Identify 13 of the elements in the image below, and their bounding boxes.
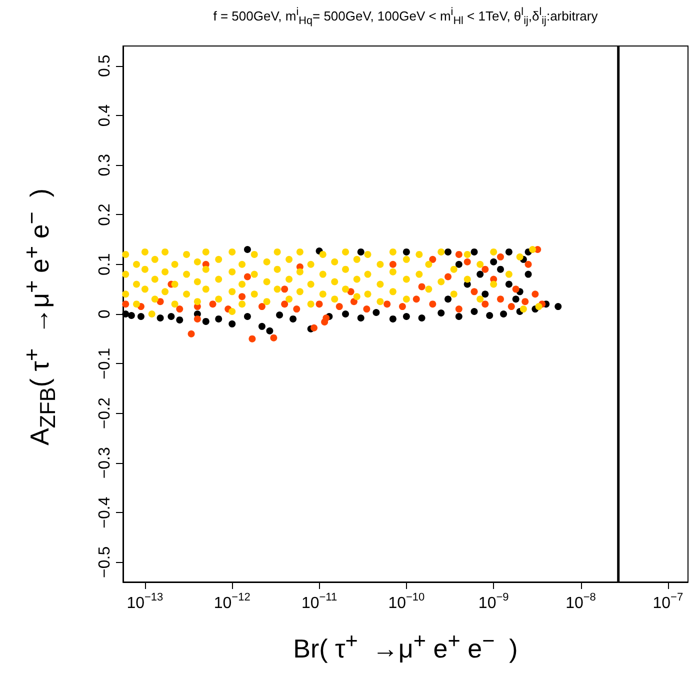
y-tick-label: 0.1	[96, 253, 114, 276]
y-tick-label: −0.4	[96, 496, 114, 528]
chart-title: f = 500GeV, m$^{i}$$_{Hq}$= 500GeV, 100GeV < m$^{i}$$_{Hl}$ < 1TeV, θ$^{l}$$_{ij}$,δ$^{l}$$_{ij}$:arbitrary	[213, 6, 598, 27]
y-tick-label: 0.3	[96, 154, 114, 176]
y-tick-label: −0.5	[96, 546, 114, 578]
y-tick-label: 0.2	[96, 204, 114, 226]
y-tick-label: −0.3	[96, 447, 114, 479]
y-tick-label: −0.2	[96, 397, 114, 430]
y-tick-label: −0.1	[96, 348, 114, 380]
y-tick-label: 0.5	[96, 54, 114, 77]
y-tick-label: 0	[96, 309, 114, 318]
text: Br( τ$^{+}$ →μ$^{+}$ e$^{+}$ e$^{−}$ )	[293, 628, 518, 664]
y-tick-label: 0.4	[96, 104, 114, 127]
